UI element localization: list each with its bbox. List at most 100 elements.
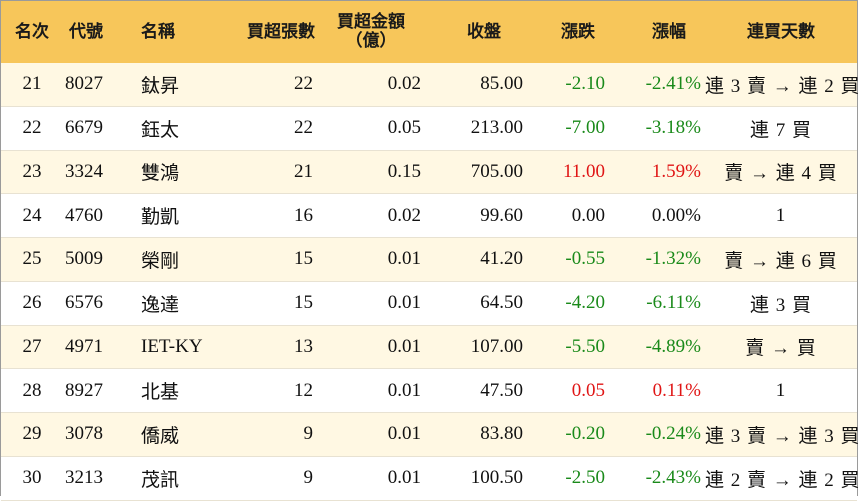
name-cell: 北基 — [141, 382, 180, 404]
net-buy-amount-cell: 0.05 — [387, 117, 421, 139]
code-cell: 8927 — [65, 379, 103, 401]
code-cell: 4971 — [65, 335, 103, 357]
name-cell: 雙鴻 — [141, 163, 180, 185]
name-cell: 僑威 — [141, 425, 180, 447]
table-header-row: 名次 代號 名稱 買超張數 買超金額 （億） 收盤 漲跌 漲幅 連買天數 — [1, 1, 857, 63]
table-row[interactable]: 22 6679 鈺太 22 0.05 213.00 -7.00 -3.18% 連 7 買 — [1, 106, 857, 150]
rank-cell: 22 — [22, 117, 42, 139]
name-cell: 鈺太 — [141, 119, 180, 141]
net-buy-lots-cell: 9 — [303, 423, 314, 445]
code-cell: 3213 — [65, 467, 103, 489]
rank-cell: 26 — [22, 292, 42, 314]
rank-cell: 27 — [22, 335, 42, 357]
consecutive-days-cell: 賣 → 買 — [745, 338, 817, 360]
consecutive-days-cell: 賣 → 連 6 買 — [724, 250, 838, 272]
header-net-buy-amount-line1: 買超金額 — [337, 12, 405, 32]
code-cell: 8027 — [65, 73, 103, 95]
table-row[interactable]: 28 8927 北基 12 0.01 47.50 0.05 0.11% 1 — [1, 368, 857, 413]
table-row[interactable]: 26 6576 逸達 15 0.01 64.50 -4.20 -6.11% 連 3 買 — [1, 281, 857, 325]
change-cell: 11.00 — [562, 160, 605, 182]
net-buy-lots-cell: 13 — [294, 335, 313, 357]
change-pct-cell: 1.59% — [651, 160, 701, 182]
table-row[interactable]: 30 3213 茂訊 9 0.01 100.50 -2.50 -2.43% 連 2 賣 → 連 … — [1, 456, 858, 500]
close-cell: 83.80 — [480, 423, 523, 445]
change-cell: -7.00 — [565, 117, 605, 139]
table-row[interactable]: 29 3078 僑威 9 0.01 83.80 -0.20 -0.24% 連 3 賣 → 連 3… — [1, 412, 858, 457]
net-buy-amount-cell: 0.01 — [387, 379, 421, 401]
net-buy-amount-cell: 0.01 — [387, 467, 421, 489]
change-pct-cell: -2.43% — [645, 467, 701, 489]
table-row[interactable]: 21 8027 鈦昇 22 0.02 85.00 -2.10 -2.41% 連 3 賣 → 連 … — [1, 63, 858, 107]
rank-cell: 21 — [22, 73, 42, 95]
name-cell: 逸達 — [141, 294, 180, 316]
change-cell: -0.55 — [565, 248, 605, 270]
close-cell: 47.50 — [480, 379, 523, 401]
net-buy-lots-cell: 22 — [294, 73, 313, 95]
name-cell: 勤凱 — [141, 207, 180, 229]
change-pct-cell: -0.24% — [645, 423, 701, 445]
header-rank[interactable]: 名次 — [1, 1, 63, 63]
change-pct-cell: -3.18% — [645, 117, 701, 139]
close-cell: 213.00 — [470, 117, 523, 139]
net-buy-lots-cell: 9 — [303, 467, 314, 489]
table-row[interactable]: 24 4760 勤凱 16 0.02 99.60 0.00 0.00% 1 — [1, 193, 857, 238]
rank-cell: 30 — [22, 467, 42, 489]
net-buy-amount-cell: 0.15 — [387, 160, 421, 182]
header-close[interactable]: 收盤 — [423, 1, 523, 63]
code-cell: 4760 — [65, 204, 103, 226]
consecutive-days-cell: 1 — [775, 204, 787, 226]
change-cell: -2.10 — [565, 73, 605, 95]
header-net-buy-amount[interactable]: 買超金額 （億） — [319, 1, 423, 63]
rank-cell: 25 — [22, 248, 42, 270]
close-cell: 99.60 — [480, 204, 523, 226]
code-cell: 5009 — [65, 248, 103, 270]
name-cell: 鈦昇 — [141, 75, 180, 97]
header-change-pct[interactable]: 漲幅 — [613, 1, 705, 63]
table-row[interactable]: 25 5009 榮剛 15 0.01 41.20 -0.55 -1.32% 賣 → 連 6 買 — [1, 237, 857, 282]
net-buy-lots-cell: 15 — [294, 292, 313, 314]
code-cell: 3078 — [65, 423, 103, 445]
net-buy-lots-cell: 16 — [294, 204, 313, 226]
close-cell: 41.20 — [480, 248, 523, 270]
table-body: 21 8027 鈦昇 22 0.02 85.00 -2.10 -2.41% 連 3 賣 → 連 … — [1, 63, 858, 500]
change-pct-cell: 0.11% — [652, 379, 701, 401]
table-row[interactable]: 23 3324 雙鴻 21 0.15 705.00 11.00 1.59% 賣 → 連 4 買 — [1, 150, 857, 194]
close-cell: 64.50 — [480, 292, 523, 314]
change-pct-cell: -4.89% — [645, 335, 701, 357]
name-cell: 茂訊 — [141, 469, 180, 491]
code-cell: 6576 — [65, 292, 103, 314]
change-pct-cell: -1.32% — [645, 248, 701, 270]
consecutive-days-cell: 連 3 賣 → 連 3 買 — [705, 425, 858, 447]
change-cell: -5.50 — [565, 335, 605, 357]
header-name[interactable]: 名稱 — [131, 1, 219, 63]
header-net-buy-lots[interactable]: 買超張數 — [219, 1, 319, 63]
change-cell: -0.20 — [565, 423, 605, 445]
name-cell: IET-KY — [141, 335, 203, 357]
code-cell: 6679 — [65, 117, 103, 139]
header-change[interactable]: 漲跌 — [523, 1, 613, 63]
consecutive-days-cell: 賣 → 連 4 買 — [724, 163, 838, 185]
change-cell: 0.05 — [571, 379, 605, 401]
table-row[interactable]: 27 4971 IET-KY 13 0.01 107.00 -5.50 -4.89% 賣 → 買 — [1, 325, 857, 369]
net-buy-lots-cell: 22 — [294, 117, 313, 139]
close-cell: 705.00 — [470, 160, 523, 182]
consecutive-days-cell: 1 — [775, 379, 787, 401]
rank-cell: 29 — [22, 423, 42, 445]
change-cell: -4.20 — [565, 292, 605, 314]
header-consecutive-days[interactable]: 連買天數 — [705, 1, 857, 63]
change-cell: 0.00 — [571, 204, 605, 226]
close-cell: 85.00 — [480, 73, 523, 95]
close-cell: 100.50 — [470, 467, 523, 489]
net-buy-lots-cell: 15 — [294, 248, 313, 270]
net-buy-amount-cell: 0.02 — [387, 204, 421, 226]
net-buy-amount-cell: 0.01 — [387, 423, 421, 445]
header-code[interactable]: 代號 — [63, 1, 131, 63]
change-pct-cell: 0.00% — [651, 204, 701, 226]
change-pct-cell: -2.41% — [645, 73, 701, 95]
header-net-buy-amount-line2: （億） — [345, 31, 397, 51]
close-cell: 107.00 — [470, 335, 523, 357]
code-cell: 3324 — [65, 160, 103, 182]
net-buy-lots-cell: 12 — [294, 379, 313, 401]
